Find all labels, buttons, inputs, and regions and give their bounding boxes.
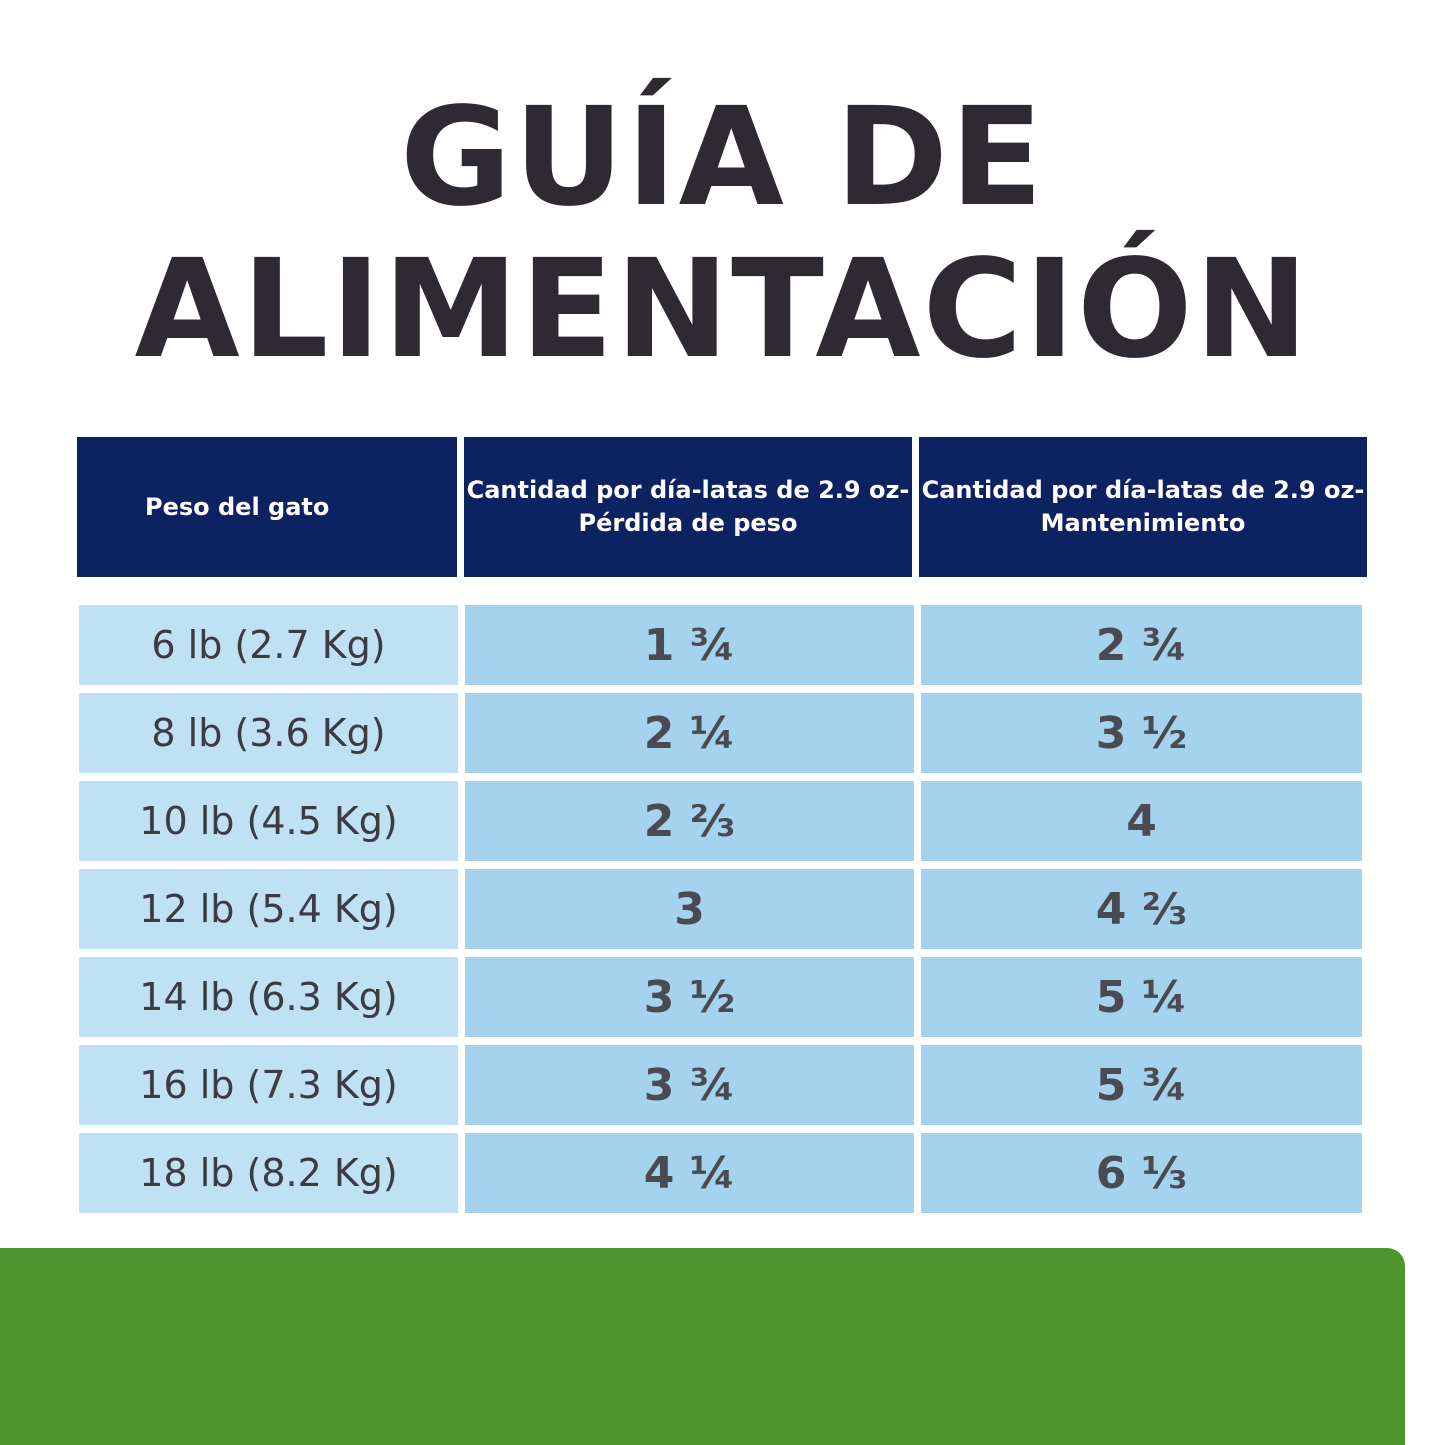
cell-weight-loss: 1 ¾ [465,605,914,685]
cell-weight: 12 lb (5.4 Kg) [79,869,458,949]
cell-weight-loss: 2 ⅔ [465,781,914,861]
cell-weight: 10 lb (4.5 Kg) [79,781,458,861]
cell-maintenance: 5 ¼ [921,957,1362,1037]
cell-maintenance: 6 ⅓ [921,1133,1362,1213]
cell-maintenance: 4 [921,781,1362,861]
cell-weight: 14 lb (6.3 Kg) [79,957,458,1037]
cell-maintenance: 4 ⅔ [921,869,1362,949]
page-title-line-1: GUÍA DE [399,79,1046,237]
cell-weight: 16 lb (7.3 Kg) [79,1045,458,1125]
header-maintenance: Cantidad por día-latas de 2.9 oz-Manteni… [919,437,1367,577]
footer-green-band [0,1248,1405,1445]
cell-weight-loss: 3 ¾ [465,1045,914,1125]
cell-maintenance: 2 ¾ [921,605,1362,685]
header-weight-loss: Cantidad por día-latas de 2.9 oz- Pérdid… [464,437,912,577]
cell-weight: 18 lb (8.2 Kg) [79,1133,458,1213]
header-cat-weight: Peso del gato [77,437,457,577]
cell-maintenance: 5 ¾ [921,1045,1362,1125]
page-title-line-2: ALIMENTACIÓN [134,231,1311,389]
cell-weight-loss: 2 ¼ [465,693,914,773]
cell-weight: 6 lb (2.7 Kg) [79,605,458,685]
cell-weight-loss: 4 ¼ [465,1133,914,1213]
cell-weight: 8 lb (3.6 Kg) [79,693,458,773]
cell-weight-loss: 3 [465,869,914,949]
cell-weight-loss: 3 ½ [465,957,914,1037]
cell-maintenance: 3 ½ [921,693,1362,773]
